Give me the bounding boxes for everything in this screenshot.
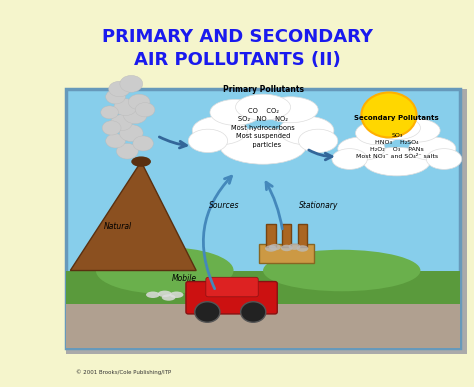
Ellipse shape <box>356 122 399 145</box>
Ellipse shape <box>96 247 234 294</box>
Text: Secondary Pollutants: Secondary Pollutants <box>355 115 439 120</box>
Ellipse shape <box>114 99 137 116</box>
Ellipse shape <box>192 116 247 145</box>
Text: Primary Pollutants: Primary Pollutants <box>223 84 303 94</box>
Ellipse shape <box>131 156 151 167</box>
Ellipse shape <box>119 125 143 142</box>
Ellipse shape <box>263 250 420 291</box>
Ellipse shape <box>110 115 132 131</box>
Ellipse shape <box>299 129 338 152</box>
FancyBboxPatch shape <box>298 224 307 247</box>
Ellipse shape <box>123 106 147 124</box>
Polygon shape <box>70 162 196 271</box>
Text: AIR POLLUTANTS (II): AIR POLLUTANTS (II) <box>134 51 340 69</box>
Ellipse shape <box>128 94 150 110</box>
Circle shape <box>195 302 220 322</box>
Ellipse shape <box>188 129 228 152</box>
Ellipse shape <box>106 90 125 104</box>
Ellipse shape <box>332 149 367 170</box>
Ellipse shape <box>133 136 153 151</box>
Circle shape <box>361 92 417 137</box>
Text: Mobile: Mobile <box>172 274 197 283</box>
Ellipse shape <box>117 144 138 159</box>
Ellipse shape <box>393 119 440 142</box>
Text: © 2001 Brooks/Cole Publishing/ITP: © 2001 Brooks/Cole Publishing/ITP <box>76 370 171 375</box>
Ellipse shape <box>236 94 291 120</box>
FancyBboxPatch shape <box>460 89 467 354</box>
FancyBboxPatch shape <box>206 277 258 297</box>
Ellipse shape <box>265 245 277 252</box>
Ellipse shape <box>102 121 121 135</box>
Text: Stationary: Stationary <box>299 201 338 210</box>
Ellipse shape <box>106 134 125 148</box>
Ellipse shape <box>158 291 172 297</box>
Ellipse shape <box>146 291 160 298</box>
Text: PRIMARY AND SECONDARY: PRIMARY AND SECONDARY <box>101 28 373 46</box>
Ellipse shape <box>364 147 430 176</box>
Ellipse shape <box>162 294 175 301</box>
Ellipse shape <box>373 116 420 140</box>
Text: Natural: Natural <box>103 222 132 231</box>
Ellipse shape <box>220 128 306 164</box>
Circle shape <box>241 302 266 322</box>
Ellipse shape <box>289 243 301 250</box>
Ellipse shape <box>263 97 318 123</box>
Text: CO    CO₂
SO₂   NO    NO₂
Most hydrocarbons
Most suspended
   particles: CO CO₂ SO₂ NO NO₂ Most hydrocarbons Most… <box>231 108 295 148</box>
FancyBboxPatch shape <box>259 244 314 263</box>
Ellipse shape <box>210 99 261 125</box>
FancyBboxPatch shape <box>66 89 460 348</box>
Ellipse shape <box>170 291 183 298</box>
Ellipse shape <box>409 137 456 160</box>
FancyBboxPatch shape <box>66 348 467 354</box>
Ellipse shape <box>135 103 155 117</box>
Ellipse shape <box>279 116 334 145</box>
Text: SO₃
HNO₃    H₂SO₄
H₂O₂    O₃    PANs
Most NO₃⁻ and SO₄²⁻ salts: SO₃ HNO₃ H₂SO₄ H₂O₂ O₃ PANs Most NO₃⁻ an… <box>356 133 438 159</box>
Ellipse shape <box>101 106 118 119</box>
FancyBboxPatch shape <box>186 282 277 314</box>
Text: Sources: Sources <box>209 201 239 210</box>
FancyBboxPatch shape <box>282 224 292 247</box>
Ellipse shape <box>281 245 292 251</box>
FancyBboxPatch shape <box>66 271 460 348</box>
Ellipse shape <box>297 245 308 252</box>
Ellipse shape <box>120 75 143 92</box>
Ellipse shape <box>109 81 130 97</box>
Ellipse shape <box>338 137 385 160</box>
FancyBboxPatch shape <box>266 224 276 247</box>
Ellipse shape <box>426 149 462 170</box>
Ellipse shape <box>269 244 281 250</box>
FancyBboxPatch shape <box>66 304 460 348</box>
